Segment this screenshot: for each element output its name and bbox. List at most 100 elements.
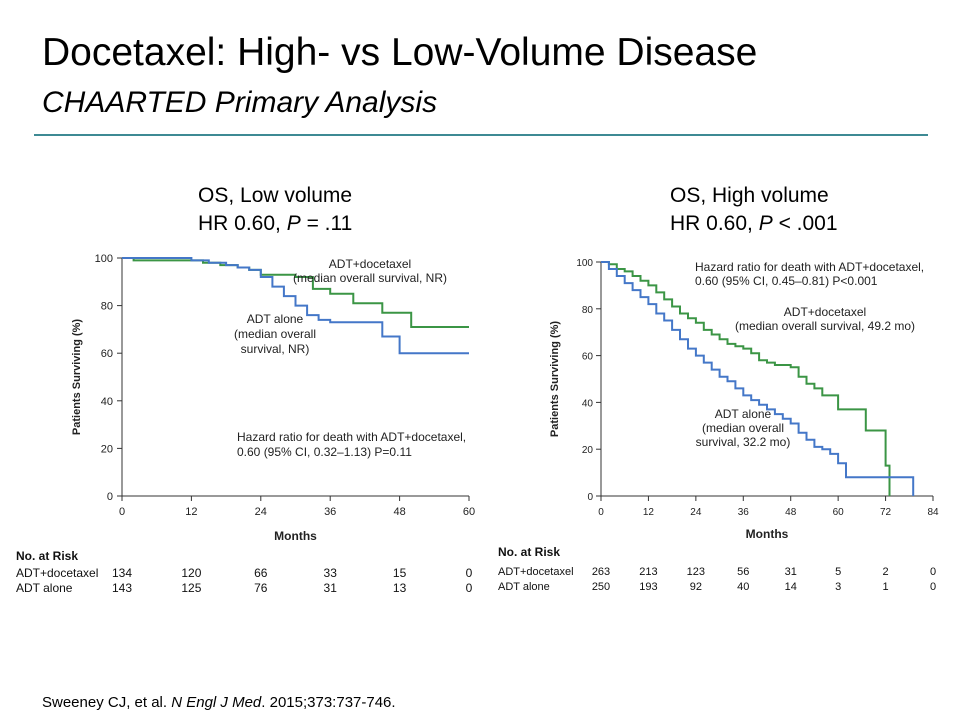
chart2-risk-value: 213 (639, 566, 657, 578)
hr-text: HR 0.60, (198, 212, 287, 235)
chart2-risk-value: 31 (785, 566, 797, 578)
chart1-x-tick-label: 60 (463, 506, 475, 518)
chart1-y-tick-label: 20 (101, 443, 113, 455)
chart2-y-tick-label: 20 (582, 445, 594, 456)
chart2-risk-value: 40 (737, 581, 749, 593)
p-label: P (286, 212, 301, 235)
chart2-risk-value: 92 (690, 581, 702, 593)
chart2-risk-value: 250 (592, 581, 610, 593)
chart2-x-tick-label: 84 (927, 507, 939, 518)
citation-journal: N Engl J Med (171, 694, 262, 711)
chart2-risk-value: 0 (930, 581, 936, 593)
chart2-risk-value: 193 (639, 581, 657, 593)
chart2-y-tick-label: 60 (582, 352, 594, 363)
chart1-risk-value: 15 (393, 566, 407, 580)
chart2-y-tick-label: 100 (576, 258, 593, 269)
chart1-annotation-docetaxel: ADT+docetaxel (329, 257, 411, 271)
panel-right-header-hr: HR 0.60, P < .001 (670, 210, 838, 238)
panel-left-header-title: OS, Low volume (198, 184, 353, 207)
chart2-risk-value: 0 (930, 566, 936, 578)
chart1-risk-value: 120 (181, 566, 201, 580)
chart2-annotation-docetaxel: (median overall survival, 49.2 mo) (735, 319, 915, 333)
chart1-annotation-hazard: 0.60 (95% CI, 0.32–1.13) P=0.11 (237, 445, 412, 459)
chart1-x-axis-label: Months (274, 529, 317, 543)
chart2-risk-value: 1 (883, 581, 889, 593)
chart2-risk-title: No. at Risk (498, 545, 560, 559)
chart2-annotation-adt: survival, 32.2 mo) (696, 435, 791, 449)
chart2-series-docetaxel (601, 261, 891, 496)
slide-title: Docetaxel: High- vs Low-Volume Disease (42, 31, 758, 74)
chart1-risk-value: 134 (112, 566, 132, 580)
chart1-x-tick-label: 0 (119, 506, 125, 518)
chart1-annotation-adt: survival, NR) (241, 342, 310, 356)
chart2-risk-value: 5 (835, 566, 841, 578)
chart1-risk-value: 143 (112, 581, 132, 595)
chart2-x-tick-label: 36 (738, 507, 750, 518)
chart2-x-tick-label: 12 (643, 507, 655, 518)
chart1-x-tick-label: 36 (324, 506, 336, 518)
chart1-risk-value: 13 (393, 581, 407, 595)
chart2-y-axis-label: Patients Surviving (%) (549, 321, 561, 437)
chart2-series-adt-alone (601, 261, 915, 496)
title-divider (34, 134, 928, 136)
chart2-annotation-docetaxel: ADT+docetaxel (784, 305, 866, 319)
chart2-risk-value: 123 (687, 566, 705, 578)
p-value: < .001 (772, 212, 838, 235)
chart2-annotation-hazard: Hazard ratio for death with ADT+docetaxe… (695, 260, 924, 274)
chart1-series-adt-alone (122, 257, 469, 355)
chart2-x-tick-label: 72 (880, 507, 892, 518)
chart1-x-tick-label: 12 (185, 506, 197, 518)
chart1-annotation-adt: ADT alone (247, 312, 304, 326)
chart2-annotation-adt: (median overall (702, 421, 784, 435)
chart1-x-tick-label: 24 (255, 506, 267, 518)
panel-left-header: OS, Low volume HR 0.60, P = .11 (198, 182, 352, 238)
chart1-risk-value: 31 (324, 581, 338, 595)
panel-right-header-title: OS, High volume (670, 184, 829, 207)
panel-right-header: OS, High volume HR 0.60, P < .001 (670, 182, 838, 238)
chart1-risk-title: No. at Risk (16, 549, 78, 563)
chart1-y-tick-label: 80 (101, 301, 113, 313)
chart1-y-tick-label: 100 (95, 253, 113, 265)
chart1-risk-value: 0 (466, 566, 473, 580)
chart2-risk-row-label: ADT alone (498, 581, 550, 593)
chart2-x-tick-label: 48 (785, 507, 797, 518)
chart2-x-tick-label: 60 (833, 507, 845, 518)
chart2-risk-value: 14 (785, 581, 797, 593)
chart2-y-tick-label: 40 (582, 398, 594, 409)
chart2-risk-value: 2 (883, 566, 889, 578)
chart2-risk-value: 3 (835, 581, 841, 593)
chart2-y-tick-label: 80 (582, 305, 594, 316)
slide-subtitle: CHAARTED Primary Analysis (42, 86, 438, 119)
chart2-risk-row-label: ADT+docetaxel (498, 566, 574, 578)
chart2-y-tick-label: 0 (587, 492, 593, 503)
chart1-risk-row-label: ADT+docetaxel (16, 566, 98, 580)
chart1-risk-value: 33 (324, 566, 338, 580)
chart2-x-tick-label: 0 (598, 507, 604, 518)
citation-rest: . 2015;373:737-746. (261, 694, 396, 711)
panel-left-header-hr: HR 0.60, P = .11 (198, 210, 352, 238)
hr-text: HR 0.60, (670, 212, 759, 235)
citation: Sweeney CJ, et al. N Engl J Med. 2015;37… (42, 694, 396, 711)
p-label: P (758, 212, 773, 235)
chart1-y-tick-label: 40 (101, 396, 113, 408)
chart1-series-docetaxel (122, 257, 469, 328)
chart2-x-axis-label: Months (746, 527, 789, 541)
chart1-x-tick-label: 48 (393, 506, 405, 518)
chart1-y-tick-label: 60 (101, 348, 113, 360)
chart2-risk-value: 263 (592, 566, 610, 578)
chart1-risk-value: 76 (254, 581, 268, 595)
chart1-y-axis-label: Patients Surviving (%) (71, 319, 83, 435)
chart2-x-tick-label: 24 (690, 507, 702, 518)
chart1-risk-value: 0 (466, 581, 473, 595)
chart1-y-tick-label: 0 (107, 491, 113, 503)
chart2-annotation-hazard: 0.60 (95% CI, 0.45–0.81) P<0.001 (695, 274, 878, 288)
chart1-risk-value: 66 (254, 566, 268, 580)
chart1-annotation-hazard: Hazard ratio for death with ADT+docetaxe… (237, 430, 466, 444)
chart2-annotation-adt: ADT alone (715, 407, 772, 421)
chart1-risk-value: 125 (181, 581, 201, 595)
chart1-annotation-adt: (median overall (234, 327, 316, 341)
chart2-risk-value: 56 (737, 566, 749, 578)
chart1-annotation-docetaxel: (median overall survival, NR) (293, 271, 447, 285)
citation-authors: Sweeney CJ, et al. (42, 694, 168, 711)
